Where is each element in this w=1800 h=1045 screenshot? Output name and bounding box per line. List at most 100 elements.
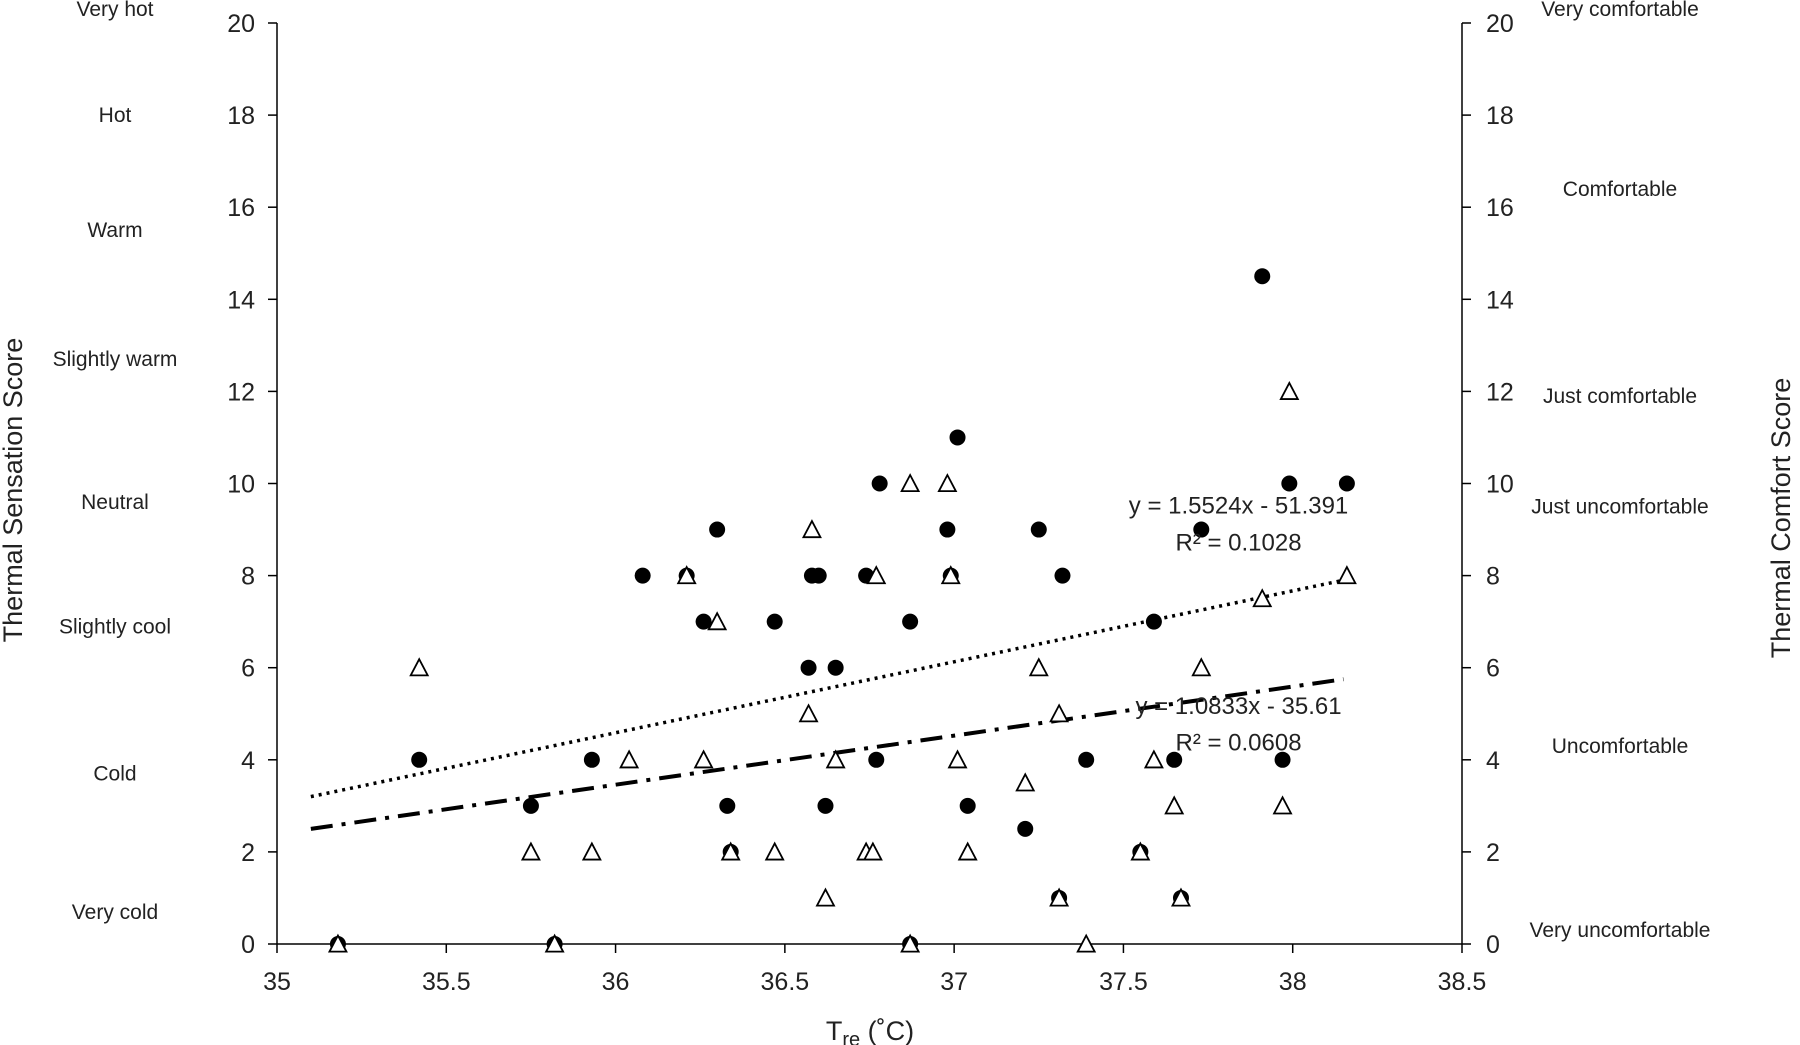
filled-circle-point [1338,475,1355,492]
comfort-category-label: Very comfortable [1541,0,1699,21]
open-triangle-point [1028,657,1049,677]
filled-circle-point [939,521,956,538]
y-tick-label-left: 4 [241,747,255,775]
trendline-dash-dot [310,677,1344,831]
filled-circle-point [1054,567,1071,584]
comfort-category-label: Comfortable [1563,178,1677,201]
open-triangle-point [1130,841,1151,861]
open-triangle-point [1252,588,1273,608]
open-triangle-point [764,841,785,861]
filled-circle-point [1145,613,1162,630]
filled-circle-point [1166,751,1183,768]
open-triangle-point [798,703,819,723]
trendlines [310,578,1344,831]
filled-circle-point [1254,268,1271,285]
filled-circle-point [1274,751,1291,768]
y-tick-label-left: 18 [227,102,255,130]
filled-circle-point [695,613,712,630]
y-tick-label-left: 6 [241,655,255,683]
sensation-category-label: Neutral [81,491,149,514]
open-triangle-point [1170,887,1191,907]
y-tick-label-left: 0 [241,931,255,959]
open-triangle-point [825,749,846,769]
filled-circle-point [719,797,736,814]
open-triangle-point [815,887,836,907]
open-triangle-point [409,657,430,677]
x-tick-label: 37.5 [1099,968,1148,996]
ticks: 0 0 2 2 4 4 6 6 8 8 10 10 12 12 14 14 16 16 18 18 20 20 35 35.5… [227,10,1514,996]
sensation-category-label: Cold [93,763,136,786]
x-tick-label: 35.5 [422,968,471,996]
comfort-category-label: Very uncomfortable [1530,919,1711,942]
sensation-category-label: Very hot [76,0,153,21]
filled-circle-point [800,659,817,676]
y-tick-label-right: 20 [1486,10,1514,38]
sensation-category-label: Warm [87,219,142,242]
open-triangle-point [693,749,714,769]
filled-circle-point [411,751,428,768]
comfort-category-label: Uncomfortable [1552,735,1689,758]
trendline-equation: y = 1.5524x - 51.391 [1129,492,1349,519]
open-triangle-point [720,841,741,861]
open-triangle-point [1015,772,1036,792]
open-triangle-point [900,473,921,493]
filled-circle-point [810,567,827,584]
trendline-dotted [310,578,1344,799]
x-axis-title: Tre (˚C) [826,1016,914,1045]
comfort-category-label: Just comfortable [1543,385,1697,408]
category-labels: Very hot Hot Warm Slightly warm Neutral Sligh… [53,0,1711,942]
sensation-category-label: Very cold [72,901,158,924]
open-triangle-point [520,841,541,861]
y-tick-label-right: 6 [1486,655,1500,683]
x-tick-label: 37 [940,968,968,996]
trendline-equation: y = 1.0833x - 35.61 [1135,693,1341,720]
x-tick-label: 36 [602,968,630,996]
filled-circle-point [959,797,976,814]
y-tick-label-left: 8 [241,563,255,591]
open-triangle-point [1191,657,1212,677]
y-tick-label-right: 8 [1486,563,1500,591]
y-tick-label-right: 16 [1486,194,1514,222]
y-tick-label-right: 0 [1486,931,1500,959]
y-tick-label-left: 12 [227,378,255,406]
x-axis-title-sub: re [842,1029,860,1045]
filled-circle-point [634,567,651,584]
open-triangle-point [544,933,565,953]
y-axis-title-left: Thermal Sensation Score [0,338,28,643]
open-triangle-point [1076,933,1097,953]
y-tick-label-left: 2 [241,839,255,867]
open-triangle-point [801,519,822,539]
open-triangle-point [947,749,968,769]
sensation-category-label: Hot [99,104,132,127]
open-triangle-point [619,749,640,769]
open-triangle-point [327,933,348,953]
filled-circle-point [871,475,888,492]
open-triangle-point [1049,703,1070,723]
y-tick-label-right: 4 [1486,747,1500,775]
filled-circle-point [583,751,600,768]
filled-circle-point [827,659,844,676]
filled-circle-point [766,613,783,630]
trendline-r-squared: R² = 0.0608 [1175,730,1301,757]
filled-circle-point [709,521,726,538]
data-points [327,268,1357,953]
trendline-r-squared: R² = 0.1028 [1175,529,1301,556]
x-tick-label: 38.5 [1438,968,1487,996]
x-tick-label: 36.5 [761,968,810,996]
y-tick-label-right: 2 [1486,839,1500,867]
comfort-category-label: Just uncomfortable [1531,496,1708,519]
y-tick-label-right: 14 [1486,286,1514,314]
y-tick-label-left: 20 [227,10,255,38]
x-tick-label: 35 [263,968,291,996]
filled-circle-point [522,797,539,814]
filled-circle-point [1078,751,1095,768]
y-tick-label-left: 10 [227,471,255,499]
open-triangle-point [1336,565,1357,585]
open-triangle-point [866,565,887,585]
y-tick-label-right: 10 [1486,471,1514,499]
filled-circle-point [1017,820,1034,837]
y-axis-title-right: Thermal Comfort Score [1766,378,1796,659]
open-triangle-point [940,565,961,585]
y-tick-label-right: 12 [1486,378,1514,406]
